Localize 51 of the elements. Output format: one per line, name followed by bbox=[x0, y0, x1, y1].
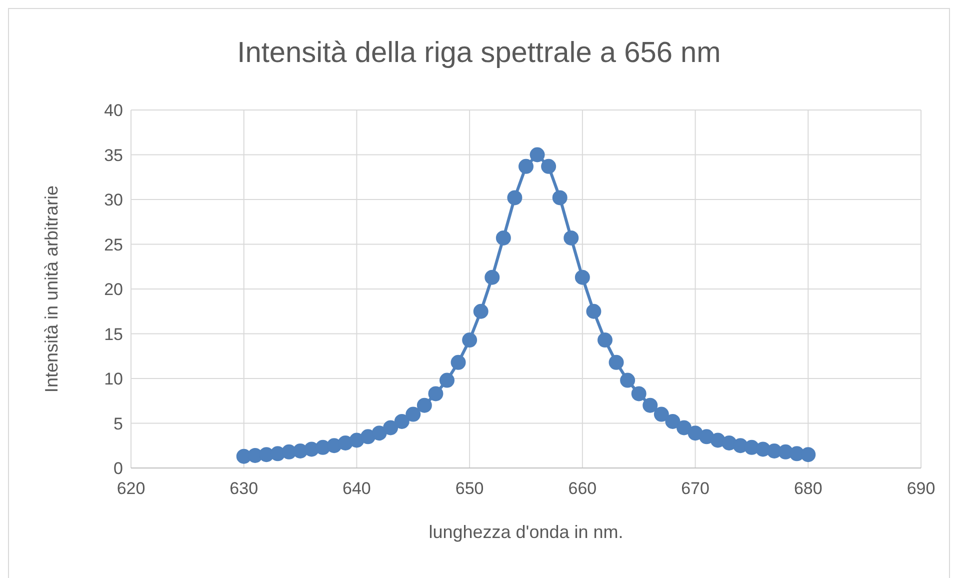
point bbox=[372, 426, 387, 441]
point bbox=[574, 270, 590, 285]
y-tick-label: 5 bbox=[114, 414, 123, 434]
point bbox=[598, 332, 612, 348]
y-axis-title: Intensità in unità arbitrarie bbox=[41, 185, 62, 393]
x-tick-label: 670 bbox=[681, 479, 710, 498]
point bbox=[428, 386, 444, 402]
point bbox=[552, 190, 568, 206]
point bbox=[564, 230, 579, 246]
point bbox=[665, 414, 680, 429]
y-tick-label: 10 bbox=[104, 370, 123, 389]
point bbox=[642, 398, 658, 413]
point bbox=[608, 354, 624, 370]
point bbox=[699, 429, 714, 444]
x-tick-label: 690 bbox=[906, 479, 936, 498]
point bbox=[440, 372, 454, 388]
y-tick-label: 0 bbox=[114, 459, 123, 478]
point bbox=[383, 420, 398, 436]
point bbox=[518, 158, 534, 174]
x-tick-label: 650 bbox=[455, 479, 484, 498]
point bbox=[586, 304, 602, 319]
y-tick-label: 15 bbox=[104, 324, 123, 344]
point bbox=[450, 354, 466, 370]
point bbox=[484, 270, 500, 285]
point bbox=[473, 304, 488, 319]
y-tick-label: 40 bbox=[104, 101, 123, 120]
point bbox=[416, 398, 432, 413]
point bbox=[360, 429, 376, 444]
point bbox=[462, 332, 478, 348]
x-tick-label: 660 bbox=[568, 479, 597, 498]
y-tick-label: 30 bbox=[104, 190, 123, 210]
point bbox=[507, 190, 522, 206]
point bbox=[541, 158, 556, 174]
point bbox=[620, 372, 636, 388]
x-axis-title: lunghezza d'onda in nm. bbox=[428, 522, 624, 542]
point bbox=[406, 406, 421, 422]
x-tick-label: 640 bbox=[342, 479, 371, 498]
y-tick-label: 25 bbox=[104, 235, 123, 254]
y-tick-label: 35 bbox=[104, 146, 123, 165]
point bbox=[654, 406, 669, 422]
point bbox=[496, 230, 511, 246]
point bbox=[800, 447, 816, 462]
x-tick-label: 680 bbox=[794, 479, 822, 498]
point bbox=[676, 420, 692, 436]
x-tick-label: 620 bbox=[116, 479, 146, 498]
y-tick-label: 20 bbox=[104, 280, 123, 300]
chart-title: Intensità della riga spettrale a 656 nm bbox=[236, 37, 722, 70]
point bbox=[631, 386, 646, 402]
point bbox=[530, 147, 545, 162]
x-tick-label: 630 bbox=[230, 479, 258, 498]
point bbox=[394, 414, 410, 429]
